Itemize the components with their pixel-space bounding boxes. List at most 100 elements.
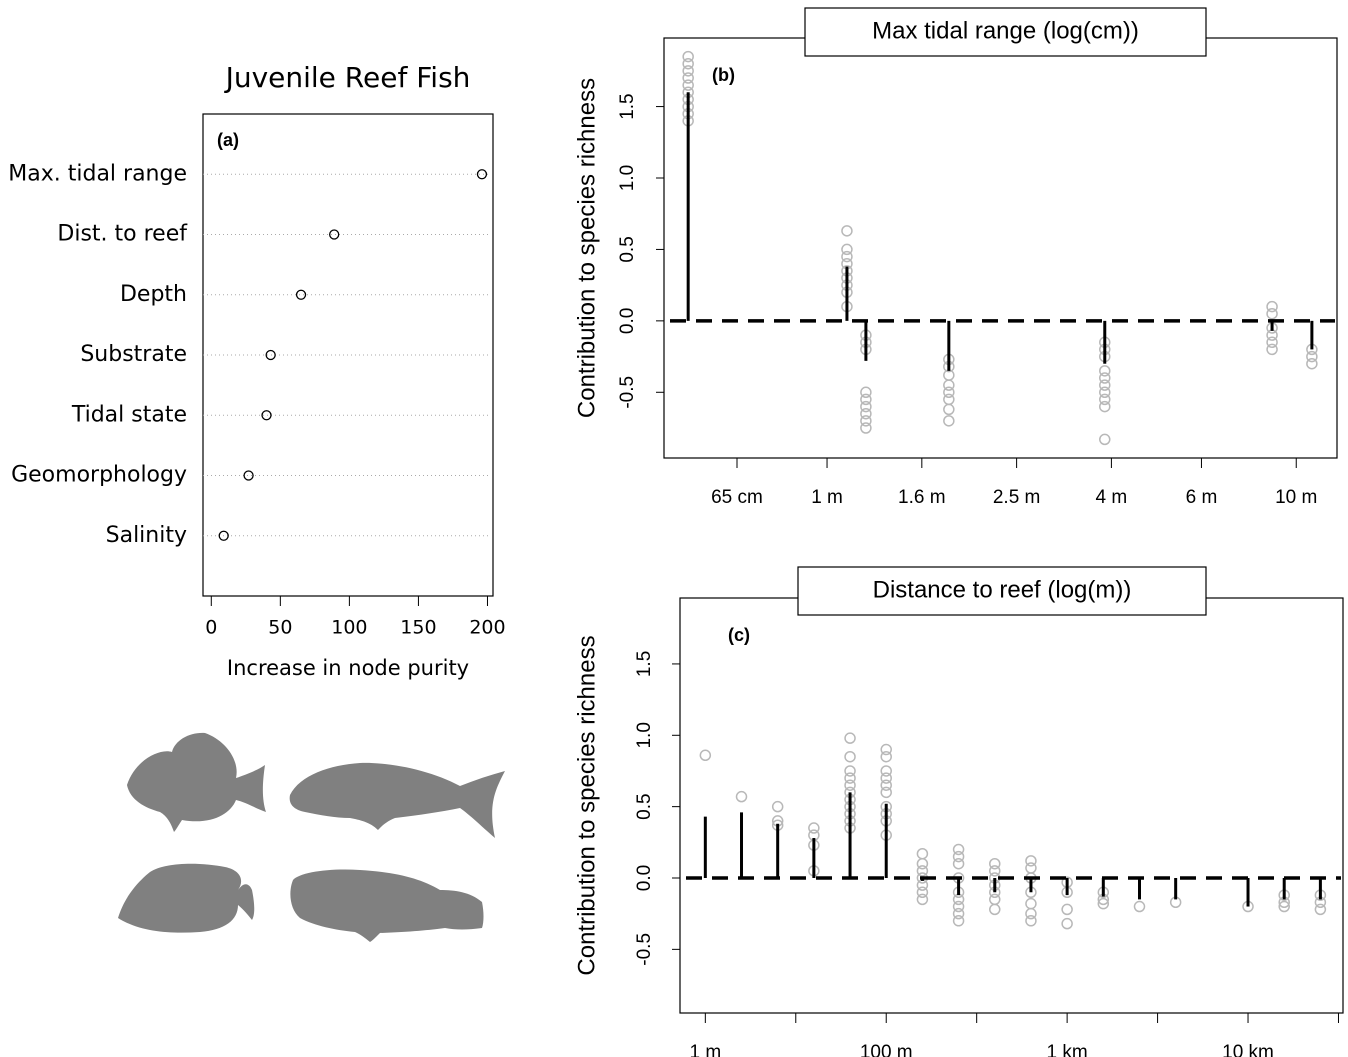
point xyxy=(916,847,929,860)
point xyxy=(952,843,965,856)
chart-title: Distance to reef (log(m)) xyxy=(873,576,1132,603)
point xyxy=(880,743,892,756)
point xyxy=(943,393,955,406)
point xyxy=(989,893,1001,906)
point xyxy=(860,422,872,434)
plot-box xyxy=(679,597,1344,1014)
point xyxy=(844,779,856,791)
x-axis-label: Increase in node purity xyxy=(227,656,469,680)
dot xyxy=(329,229,340,240)
category-label: Salinity xyxy=(106,523,187,548)
point xyxy=(860,386,872,399)
point xyxy=(1099,365,1111,377)
fish-1 xyxy=(127,732,266,832)
point xyxy=(844,772,856,784)
point xyxy=(916,893,929,906)
point xyxy=(844,765,856,777)
point xyxy=(1266,336,1278,349)
point xyxy=(682,50,694,63)
point xyxy=(880,765,892,777)
title-box xyxy=(797,566,1207,616)
dot xyxy=(265,349,276,361)
point xyxy=(943,379,955,391)
y-tick-label: 1.0 xyxy=(634,722,655,748)
category-label: Depth xyxy=(120,282,187,307)
fish-2 xyxy=(289,762,505,838)
fish-4 xyxy=(290,869,484,942)
title-box xyxy=(804,7,1207,57)
point xyxy=(844,732,856,744)
point xyxy=(952,857,965,870)
category-label: Substrate xyxy=(80,342,187,367)
point xyxy=(1306,350,1318,363)
panel-label: (b) xyxy=(712,65,735,85)
point xyxy=(1025,915,1037,927)
point xyxy=(860,415,872,427)
x-tick-label: 150 xyxy=(400,617,436,639)
chart-title: Juvenile Reef Fish xyxy=(224,61,471,94)
fish-silhouettes xyxy=(118,732,505,942)
point xyxy=(682,65,694,77)
point xyxy=(952,915,965,927)
panel-label: (a) xyxy=(217,130,239,150)
point xyxy=(771,800,784,813)
y-tick-label: 0.0 xyxy=(634,865,655,891)
point xyxy=(1306,357,1318,370)
y-tick-label: 0.0 xyxy=(617,308,638,334)
category-label: Tidal state xyxy=(71,402,187,427)
point xyxy=(880,779,892,791)
point xyxy=(1099,386,1111,399)
point xyxy=(916,886,929,899)
point xyxy=(952,907,965,920)
y-tick-label: 0.5 xyxy=(617,236,638,262)
point xyxy=(1099,379,1111,391)
point xyxy=(1025,897,1037,910)
category-label: Max. tidal range xyxy=(8,161,187,186)
point xyxy=(682,79,694,91)
category-label: Geomorphology xyxy=(11,463,187,488)
point xyxy=(860,407,872,420)
point xyxy=(841,225,853,237)
y-tick-label: -0.5 xyxy=(634,933,655,966)
dot xyxy=(476,169,488,180)
point xyxy=(1266,343,1278,356)
point xyxy=(1266,300,1278,313)
point xyxy=(943,403,955,416)
x-tick-label: 0 xyxy=(205,617,217,639)
y-axis-label: Contribution to species richness xyxy=(573,635,600,975)
point xyxy=(841,250,853,263)
point xyxy=(808,822,820,834)
dot xyxy=(295,289,307,300)
x-tick-label: 1.6 m xyxy=(898,487,946,508)
x-tick-label: 1 m xyxy=(689,1042,721,1057)
fish-3 xyxy=(118,863,255,933)
point xyxy=(1061,917,1073,930)
point xyxy=(682,57,694,70)
x-tick-label: 100 m xyxy=(860,1042,913,1057)
point xyxy=(1099,393,1111,406)
point xyxy=(735,790,748,803)
x-tick-label: 200 xyxy=(469,617,505,639)
point xyxy=(989,865,1001,877)
point xyxy=(1025,855,1037,867)
x-tick-label: 1 km xyxy=(1047,1042,1088,1057)
point xyxy=(1025,862,1037,874)
point xyxy=(916,857,929,870)
point xyxy=(943,415,955,427)
category-label: Dist. to reef xyxy=(57,222,188,247)
point xyxy=(880,786,892,799)
y-tick-label: 1.5 xyxy=(617,93,638,119)
x-tick-label: 10 m xyxy=(1275,487,1317,508)
point xyxy=(952,900,965,913)
chart-title: Max tidal range (log(cm)) xyxy=(872,17,1139,44)
y-tick-label: 1.0 xyxy=(617,165,638,191)
point xyxy=(841,243,853,256)
point xyxy=(1133,900,1146,913)
point xyxy=(860,400,872,413)
point xyxy=(1097,897,1110,910)
point xyxy=(1266,307,1278,320)
point xyxy=(1099,400,1111,413)
x-tick-label: 50 xyxy=(268,617,292,639)
point xyxy=(1278,900,1290,913)
